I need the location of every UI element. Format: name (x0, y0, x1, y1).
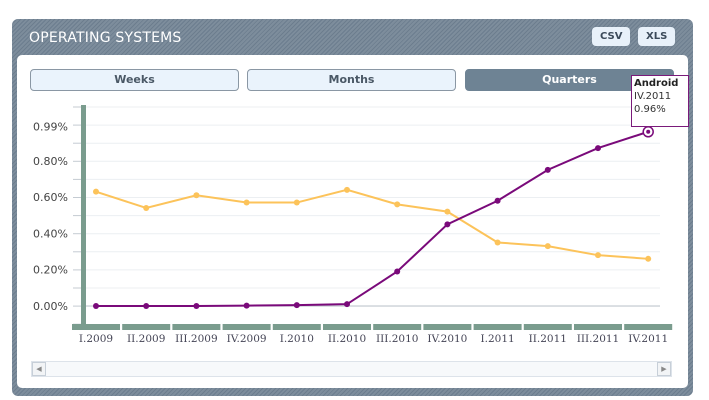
series-line-android (96, 130, 649, 307)
data-point (544, 243, 551, 250)
data-point (143, 303, 150, 309)
data-point (344, 186, 350, 193)
y-tick-label: 0.00% (33, 300, 68, 313)
scroll-right-icon[interactable]: ▶ (657, 362, 671, 376)
data-point (143, 204, 150, 211)
chart-container: Weeks Months Quarters (17, 55, 688, 388)
x-axis-segment (523, 324, 572, 330)
data-point (243, 199, 250, 206)
y-axis-bar (81, 105, 86, 330)
data-point (93, 188, 99, 195)
x-tick-label: IV.2010 (427, 333, 467, 345)
tooltip-value: 0.96% (634, 104, 666, 115)
x-axis-segment (473, 324, 522, 330)
tab-quarters[interactable]: Quarters (465, 69, 674, 91)
data-point (494, 197, 501, 204)
x-axis-segment (272, 324, 321, 330)
x-tick-label: IV.2009 (227, 333, 267, 345)
data-point (293, 302, 300, 309)
data-point (243, 302, 250, 309)
data-point (394, 201, 401, 208)
x-axis-segment (172, 324, 221, 330)
x-tick-label: I.2010 (280, 333, 314, 345)
x-tick-label: I.2011 (480, 333, 514, 345)
x-tick-label: III.2009 (175, 333, 218, 345)
x-tick-label: II.2010 (328, 333, 366, 345)
data-point (193, 303, 200, 309)
y-tick-label: 0.80% (33, 155, 68, 168)
x-axis-segment (323, 324, 371, 330)
x-axis-segment (72, 324, 120, 330)
data-point (646, 129, 651, 134)
csv-button[interactable]: CSV (592, 27, 631, 46)
data-point (494, 239, 501, 246)
data-point (193, 192, 200, 199)
x-axis-segment (373, 324, 422, 330)
y-tick-label: 0.40% (33, 227, 68, 240)
tooltip-series: Android (634, 78, 679, 89)
data-point (444, 208, 451, 215)
data-point (293, 199, 300, 206)
scroll-left-icon[interactable]: ◀ (32, 362, 46, 376)
x-axis-segment (423, 324, 472, 330)
data-point (394, 268, 401, 275)
x-tick-label: IV.2011 (628, 333, 668, 345)
x-tick-label: I.2009 (79, 333, 113, 345)
y-tick-label: 0.60% (33, 191, 68, 204)
tab-weeks[interactable]: Weeks (30, 69, 239, 91)
data-point (595, 252, 601, 259)
xls-button[interactable]: XLS (638, 27, 676, 46)
x-axis-segment (624, 324, 673, 330)
series-line-series-0 (95, 188, 649, 260)
x-tick-label: III.2011 (577, 333, 620, 345)
tooltip: Android IV.2011 0.96% (631, 75, 689, 127)
data-point (93, 303, 99, 309)
x-tick-label: III.2010 (376, 333, 419, 345)
data-point (444, 221, 451, 228)
x-axis-segment (574, 324, 622, 330)
horizontal-scrollbar[interactable]: ◀ ▶ (31, 361, 672, 377)
x-tick-label: II.2009 (127, 333, 165, 345)
panel-title: OPERATING SYSTEMS (29, 30, 182, 46)
data-point (544, 166, 551, 173)
y-tick-label: 0.20% (33, 264, 68, 277)
data-point (344, 301, 350, 308)
x-tick-label: II.2011 (529, 333, 567, 345)
tab-months[interactable]: Months (247, 69, 456, 91)
operating-systems-panel: OPERATING SYSTEMS CSV XLS Weeks Months Q… (12, 19, 693, 396)
x-axis-segment (222, 324, 271, 330)
x-axis-segment (122, 324, 171, 330)
tooltip-period: IV.2011 (634, 91, 672, 102)
data-point (595, 145, 601, 152)
data-point (645, 255, 652, 262)
y-tick-label: 0.99% (33, 120, 68, 133)
